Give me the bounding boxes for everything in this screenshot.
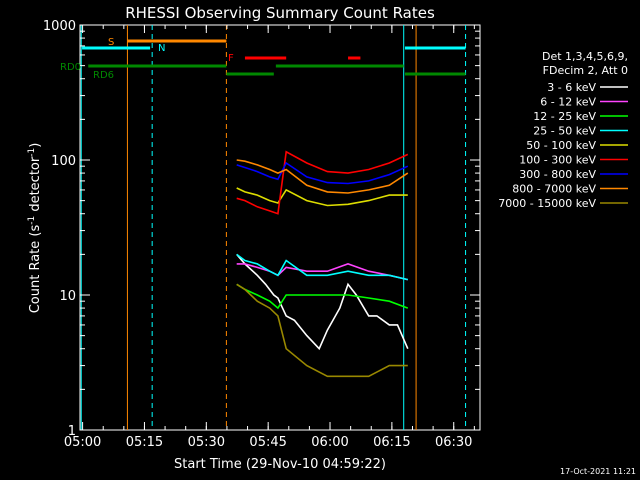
flag-label-s: S xyxy=(108,37,114,48)
y-tick-label: 10 xyxy=(59,289,76,304)
flag-label-rd0: RD0 xyxy=(60,62,81,73)
series-line-1 xyxy=(236,253,409,351)
series-line-4 xyxy=(236,253,408,281)
x-tick-label: 06:30 xyxy=(435,435,472,450)
x-tick-label: 05:45 xyxy=(249,435,286,450)
legend-header: Det 1,3,4,5,6,9, xyxy=(542,50,628,63)
series-lines xyxy=(236,150,409,378)
x-tick-label: 06:15 xyxy=(373,435,410,450)
observing-flags: S N F RD0 RD6 xyxy=(60,25,467,430)
flag-label-f: F xyxy=(228,53,234,64)
x-axis-label: Start Time (29-Nov-10 04:59:22) xyxy=(174,457,386,472)
legend-entry-4: 25 - 50 keV xyxy=(533,125,596,138)
x-tick-label: 05:00 xyxy=(64,435,101,450)
series-line-6 xyxy=(236,150,409,215)
y-axis-label: Count Rate (s-1 detector-1) xyxy=(27,143,43,314)
flag-label-n: N xyxy=(158,43,165,54)
y-tick-label: 1000 xyxy=(43,19,76,34)
x-tick-label: 05:15 xyxy=(126,435,163,450)
series-line-8 xyxy=(236,159,409,194)
legend-header: FDecim 2, Att 0 xyxy=(543,64,628,77)
flag-label-rd6: RD6 xyxy=(93,70,114,81)
legend: Det 1,3,4,5,6,9,FDecim 2, Att 0 3 - 6 keV… xyxy=(498,50,628,210)
series-line-2 xyxy=(236,263,408,281)
series-line-3 xyxy=(236,283,409,310)
legend-entry-7: 300 - 800 keV xyxy=(519,168,596,181)
chart-title: RHESSI Observing Summary Count Rates xyxy=(125,4,435,22)
legend-entry-8: 800 - 7000 keV xyxy=(512,183,596,196)
axes: 05:00 05:15 05:30 05:45 06:00 06:15 06:30 1 10 10… xyxy=(43,19,480,450)
x-tick-label: 05:30 xyxy=(188,435,225,450)
y-tick-label: 100 xyxy=(51,154,76,169)
legend-entry-6: 100 - 300 keV xyxy=(519,154,596,167)
series-line-9 xyxy=(236,283,408,378)
legend-entry-5: 50 - 100 keV xyxy=(526,139,596,152)
y-tick-label: 1 xyxy=(68,424,76,439)
plot-border xyxy=(79,24,481,431)
plot-frame xyxy=(79,24,481,431)
series-line-7 xyxy=(236,161,409,185)
legend-entry-1: 3 - 6 keV xyxy=(547,81,596,94)
series-line-5 xyxy=(236,187,408,207)
legend-entry-3: 12 - 25 keV xyxy=(533,110,596,123)
footer-timestamp: 17-Oct-2021 11:21 xyxy=(560,467,636,476)
legend-entry-2: 6 - 12 keV xyxy=(540,96,596,109)
x-tick-label: 06:00 xyxy=(311,435,348,450)
legend-entry-9: 7000 - 15000 keV xyxy=(498,197,596,210)
